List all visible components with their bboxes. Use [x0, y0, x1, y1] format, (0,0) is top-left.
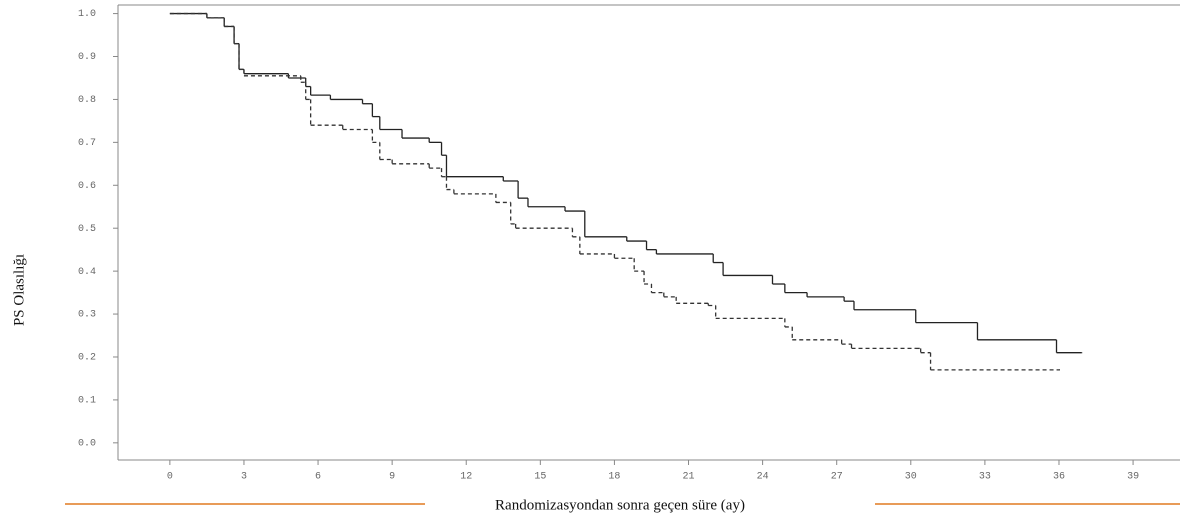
x-tick-label: 21	[683, 472, 695, 483]
y-tick-label: 0.8	[78, 95, 96, 106]
y-tick-label: 0.6	[78, 181, 96, 192]
x-tick-label: 18	[608, 472, 620, 483]
y-tick-label: 0.5	[78, 224, 96, 235]
x-tick-label: 39	[1127, 472, 1139, 483]
x-tick-label: 27	[831, 472, 843, 483]
y-tick-label: 0.1	[78, 396, 96, 407]
y-tick-label: 0.2	[78, 353, 96, 364]
x-tick-label: 9	[389, 472, 395, 483]
y-tick-label: 0.4	[78, 267, 96, 278]
y-tick-label: 1.0	[78, 9, 96, 20]
x-tick-label: 33	[979, 472, 991, 483]
x-tick-label: 24	[757, 472, 769, 483]
y-tick-label: 0.7	[78, 138, 96, 149]
x-tick-label: 30	[905, 472, 917, 483]
x-tick-label: 12	[460, 472, 472, 483]
y-tick-label: 0.9	[78, 52, 96, 63]
y-tick-label: 0.3	[78, 310, 96, 321]
x-tick-label: 36	[1053, 472, 1065, 483]
x-tick-label: 6	[315, 472, 321, 483]
y-axis-label: PS Olasılığı	[11, 254, 27, 326]
x-tick-label: 3	[241, 472, 247, 483]
x-tick-label: 15	[534, 472, 546, 483]
y-tick-label: 0.0	[78, 438, 96, 449]
x-axis-label: Randomizasyondan sonra geçen süre (ay)	[495, 497, 745, 513]
x-tick-label: 0	[167, 472, 173, 483]
